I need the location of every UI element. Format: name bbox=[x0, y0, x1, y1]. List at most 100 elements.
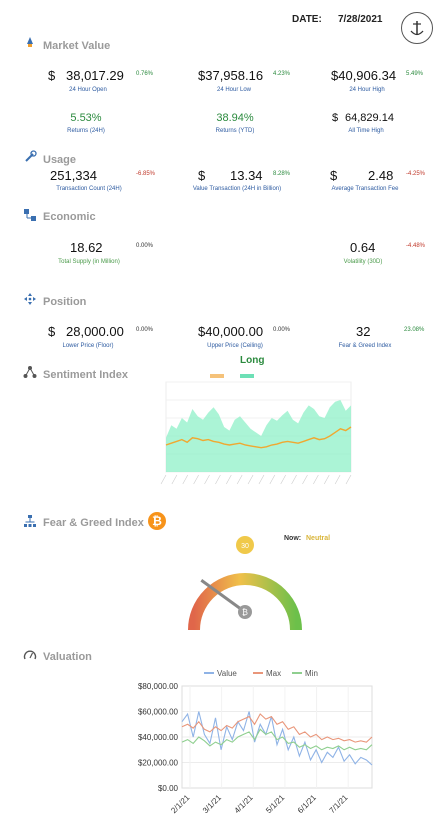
valuation-y-tick: $80,000.00 bbox=[138, 682, 179, 691]
sentiment-x-tick bbox=[182, 474, 189, 485]
ceiling-label: Upper Price (Ceiling) bbox=[207, 343, 263, 349]
position-title: Position bbox=[43, 296, 87, 308]
low-label: 24 Hour Low bbox=[216, 87, 252, 93]
sentiment-x-tick bbox=[323, 474, 330, 485]
sentiment-title: Sentiment Index bbox=[43, 369, 128, 381]
volatility-value: 0.64 bbox=[350, 240, 376, 255]
tx-fee-change: -4.25% bbox=[406, 171, 426, 177]
floor-label: Lower Price (Floor) bbox=[62, 343, 114, 349]
valuation-series-max bbox=[181, 713, 373, 743]
open-label: 24 Hour Open bbox=[69, 87, 107, 93]
wrench-icon bbox=[25, 150, 37, 162]
sentiment-x-tick bbox=[193, 474, 199, 485]
valuation-y-tick: $20,000.00 bbox=[138, 759, 179, 768]
open-value: 38,017.29 bbox=[66, 68, 124, 83]
valuation-legend-label: Value bbox=[217, 669, 237, 678]
sentiment-x-tick bbox=[171, 474, 178, 485]
valuation-y-tick: $40,000.00 bbox=[138, 733, 179, 742]
fear-greed-label: Fear & Greed Index bbox=[338, 343, 392, 349]
volatility-change: -4.48% bbox=[406, 243, 426, 249]
sentiment-x-tick bbox=[269, 474, 276, 485]
valuation-title: Valuation bbox=[43, 651, 92, 663]
tx-value-label: Value Transaction (24H in Billion) bbox=[192, 186, 282, 192]
fear-greed-title: Fear & Greed Index bbox=[43, 517, 144, 529]
returns-24h-value: 5.53% bbox=[70, 112, 102, 124]
sentiment-x-tick bbox=[334, 474, 341, 485]
returns-ytd-value: 38.94% bbox=[216, 112, 254, 124]
valuation-legend-label: Max bbox=[266, 669, 281, 678]
valuation-legend-label: Min bbox=[305, 669, 318, 678]
floor-change: 0.00% bbox=[136, 327, 154, 333]
valuation-x-tick: 5/1/21 bbox=[264, 793, 286, 815]
valuation-x-tick: 7/1/21 bbox=[327, 793, 349, 815]
rocket-icon bbox=[27, 37, 33, 47]
volatility-label: Volatility (30D) bbox=[343, 259, 383, 265]
sentiment-x-tick bbox=[302, 474, 308, 485]
share-nodes-icon bbox=[23, 366, 37, 378]
date-label: DATE: bbox=[292, 14, 322, 25]
valuation-x-tick: 4/1/21 bbox=[233, 793, 255, 815]
valuation-x-tick: 3/1/21 bbox=[201, 793, 223, 815]
sentiment-legend-swatch bbox=[210, 374, 224, 378]
sentiment-x-tick bbox=[258, 474, 265, 485]
sentiment-x-tick bbox=[247, 474, 254, 485]
sentiment-x-tick bbox=[313, 474, 319, 485]
tx-fee-currency: $ bbox=[330, 168, 338, 183]
market-value-title: Market Value bbox=[43, 40, 111, 52]
sentiment-legend-swatch bbox=[240, 374, 254, 378]
position-signal: Long bbox=[240, 355, 265, 366]
sentiment-x-tick bbox=[204, 474, 210, 485]
ceiling-change: 0.00% bbox=[273, 327, 291, 333]
supply-label: Total Supply (in Million) bbox=[58, 259, 120, 265]
sentiment-series-line bbox=[165, 426, 352, 449]
sentiment-x-tick bbox=[226, 474, 232, 485]
open-change: 0.76% bbox=[136, 71, 154, 77]
valuation-y-tick: $0.00 bbox=[158, 784, 179, 793]
fear-greed-gauge: ₿ 30 bbox=[188, 536, 302, 631]
ath-value: 64,829.14 bbox=[345, 112, 394, 124]
valuation-series-value bbox=[181, 711, 373, 766]
date-value: 7/28/2021 bbox=[338, 14, 383, 25]
fear-greed-change: 23.08% bbox=[404, 327, 425, 333]
supply-change: 0.00% bbox=[136, 243, 154, 249]
tx-count-label: Transaction Count (24H) bbox=[56, 186, 122, 192]
sentiment-x-tick bbox=[345, 474, 352, 485]
sentiment-x-tick bbox=[280, 474, 286, 485]
ath-label: All Time High bbox=[348, 128, 384, 134]
sentiment-series-area bbox=[166, 400, 351, 472]
tx-value-value: 13.34 bbox=[230, 168, 263, 183]
floor-value: 28,000.00 bbox=[66, 324, 124, 339]
ceiling-value: $40,000.00 bbox=[198, 324, 264, 339]
bitcoin-icon: ₿ bbox=[148, 512, 166, 530]
gauge-center-coin: ₿ bbox=[242, 608, 248, 617]
tx-fee-label: Average Transaction Fee bbox=[331, 186, 399, 192]
valuation-chart: Value Max Min $80,000.00 $60,000.00 $40,000.0… bbox=[138, 669, 373, 815]
open-currency: $ bbox=[48, 68, 56, 83]
low-value: $37,958.16 bbox=[198, 68, 264, 83]
valuation-x-tick: 6/1/21 bbox=[296, 793, 318, 815]
now-label: Now: bbox=[284, 535, 302, 542]
returns-24h-label: Returns (24H) bbox=[67, 128, 105, 134]
tx-value-change: 8.28% bbox=[273, 171, 291, 177]
gauge-dial-icon bbox=[23, 650, 37, 660]
sentiment-x-tick bbox=[160, 474, 167, 485]
floor-currency: $ bbox=[48, 324, 56, 339]
high-value: $40,906.34 bbox=[331, 68, 397, 83]
ath-currency: $ bbox=[332, 112, 339, 124]
high-change: 5.49% bbox=[406, 71, 424, 77]
tx-count-change: -6.85% bbox=[136, 171, 156, 177]
network-icon bbox=[24, 209, 36, 221]
returns-ytd-label: Returns (YTD) bbox=[215, 128, 255, 134]
sentiment-x-tick bbox=[291, 474, 297, 485]
fear-greed-value: 32 bbox=[356, 324, 371, 339]
anchor-logo-icon bbox=[401, 12, 433, 44]
org-chart-icon bbox=[24, 515, 36, 527]
tx-count-value: 251,334 bbox=[50, 168, 97, 183]
supply-value: 18.62 bbox=[70, 240, 103, 255]
sentiment-chart bbox=[160, 374, 352, 485]
move-arrows-icon bbox=[24, 293, 36, 305]
gauge-value-badge: 30 bbox=[241, 543, 249, 550]
usage-title: Usage bbox=[43, 154, 77, 166]
low-change: 4.23% bbox=[273, 71, 291, 77]
tx-value-currency: $ bbox=[198, 168, 206, 183]
